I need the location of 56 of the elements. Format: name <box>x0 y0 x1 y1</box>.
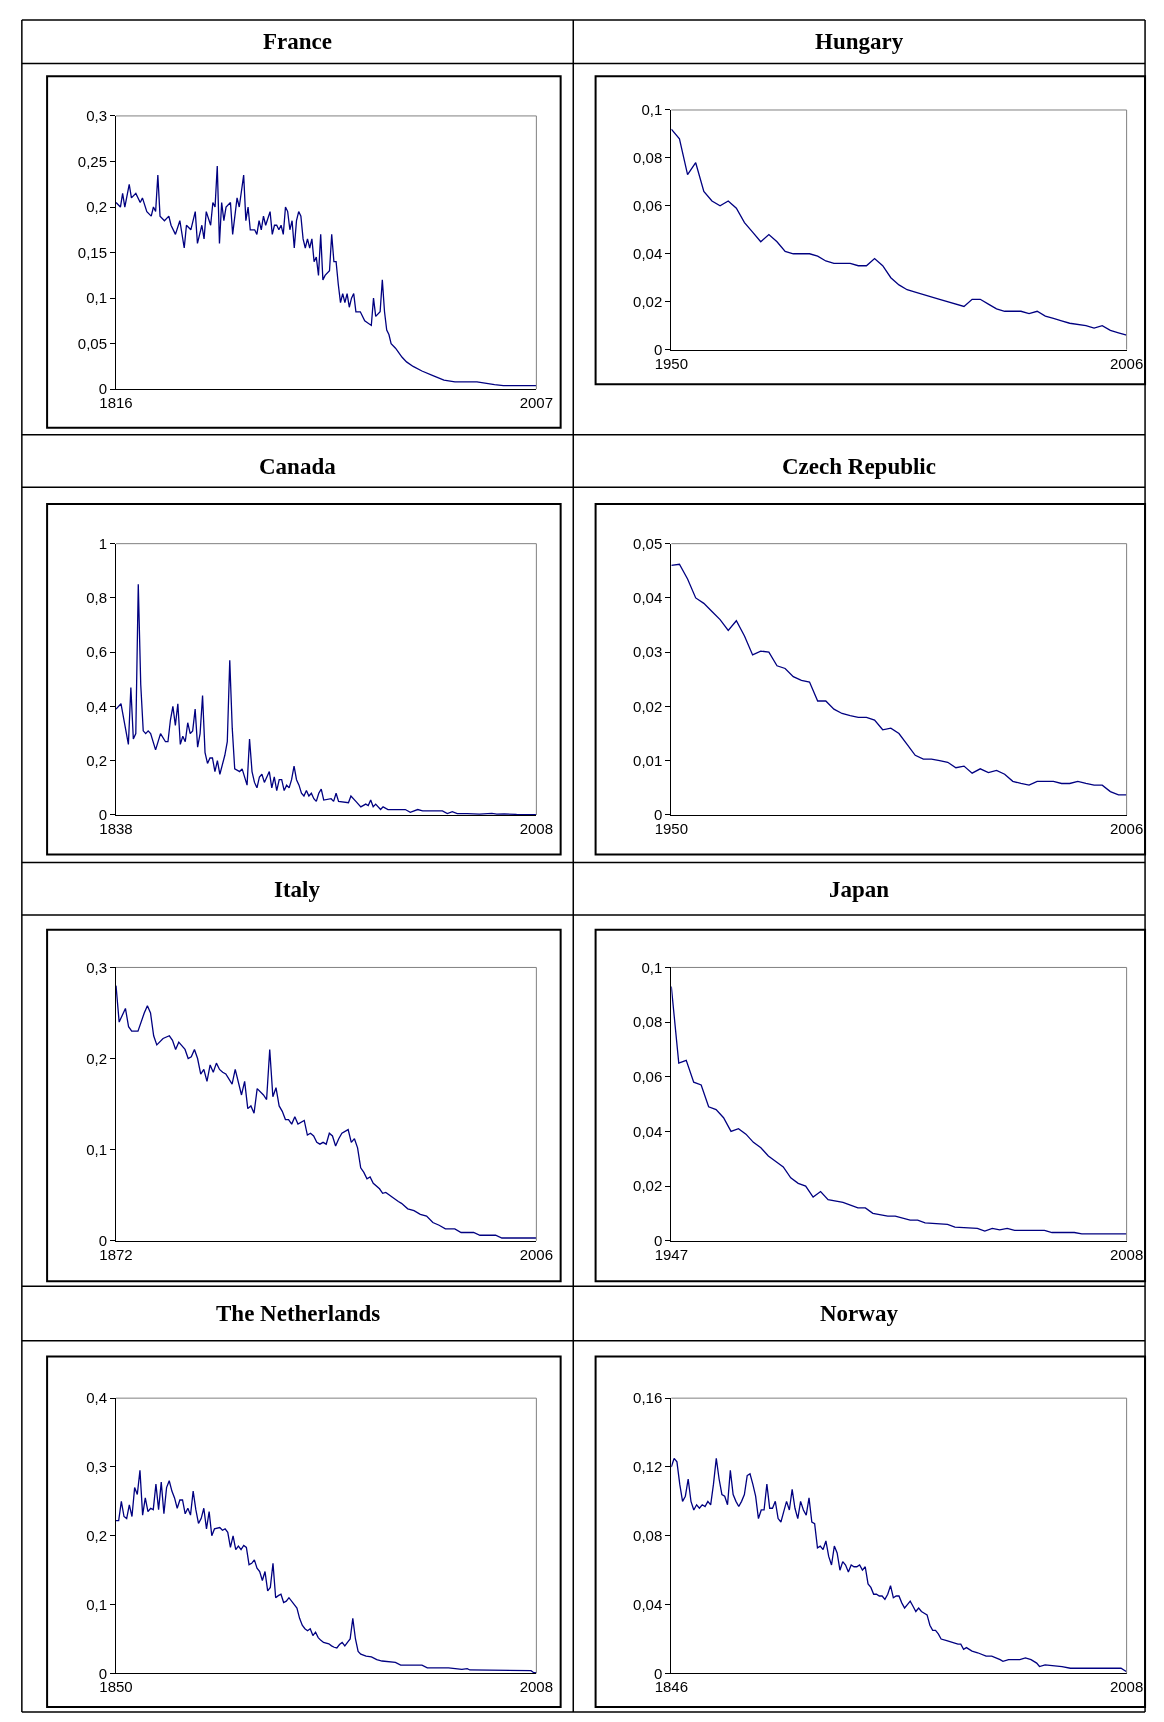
y-tick-label: 0,4 <box>86 697 108 715</box>
x-tick-label: 2008 <box>519 1678 554 1696</box>
chart-title: Norway <box>820 1301 899 1326</box>
y-tick-label: 0,05 <box>77 334 108 352</box>
chart-title: Italy <box>274 877 321 902</box>
y-tick-label: 0,04 <box>633 1595 663 1613</box>
y-tick-label: 0,2 <box>86 1049 108 1067</box>
y-tick-label: 0,04 <box>633 245 663 263</box>
y-tick-label: 0,3 <box>86 107 108 125</box>
y-tick-label: 0,1 <box>86 1595 108 1613</box>
y-tick-label: 0,03 <box>633 643 663 661</box>
y-tick-label: 0,12 <box>633 1458 663 1476</box>
y-tick-label: 0,1 <box>641 958 663 976</box>
x-tick-label: 2008 <box>1109 1245 1144 1263</box>
x-tick-label: 2006 <box>1109 354 1144 372</box>
y-tick-label: 0,1 <box>86 1140 108 1158</box>
y-tick-label: 0,8 <box>86 589 108 607</box>
y-tick-label: 0,3 <box>86 958 108 976</box>
x-tick-label: 2008 <box>519 819 554 837</box>
y-tick-label: 0,04 <box>633 1122 663 1140</box>
y-tick-label: 0,16 <box>633 1389 663 1407</box>
chart-title: The Netherlands <box>216 1301 381 1326</box>
y-tick-label: 0,08 <box>633 149 663 167</box>
line-series <box>671 128 1127 336</box>
y-tick-label: 0,2 <box>86 198 108 216</box>
y-tick-label: 0,08 <box>633 1013 663 1031</box>
x-tick-label: 2008 <box>1109 1678 1144 1696</box>
x-tick-label: 2006 <box>1109 819 1144 837</box>
y-tick-label: 0,1 <box>86 289 108 307</box>
y-tick-label: 0,02 <box>633 292 663 310</box>
y-tick-label: 1 <box>98 534 108 552</box>
y-tick-label: 0,02 <box>633 697 663 715</box>
y-tick-label: 0,08 <box>633 1527 663 1545</box>
x-tick-label: 2007 <box>519 394 554 412</box>
y-tick-label: 0,2 <box>86 751 108 769</box>
chart-title: Czech Republic <box>782 454 936 479</box>
y-tick-label: 0,3 <box>86 1458 108 1476</box>
chart-title: Hungary <box>815 29 904 54</box>
chart-title: France <box>263 29 332 54</box>
y-tick-label: 0,02 <box>633 1177 663 1195</box>
y-tick-label: 0,2 <box>86 1527 108 1545</box>
line-series <box>116 165 537 387</box>
chart-title: Canada <box>259 454 337 479</box>
x-tick-label: 2006 <box>519 1245 554 1263</box>
y-tick-label: 0,05 <box>633 534 663 552</box>
y-tick-label: 0,01 <box>633 751 663 769</box>
y-tick-label: 0,06 <box>633 197 663 215</box>
chart-title: Japan <box>829 877 890 902</box>
y-tick-label: 0,1 <box>641 101 663 119</box>
y-tick-label: 0,6 <box>86 643 108 661</box>
line-series <box>671 563 1127 796</box>
y-tick-label: 0,25 <box>77 152 108 170</box>
y-tick-label: 0,15 <box>77 243 108 261</box>
y-tick-label: 0,06 <box>633 1068 663 1085</box>
y-tick-label: 0,04 <box>633 589 663 607</box>
y-tick-label: 0,4 <box>86 1389 108 1407</box>
